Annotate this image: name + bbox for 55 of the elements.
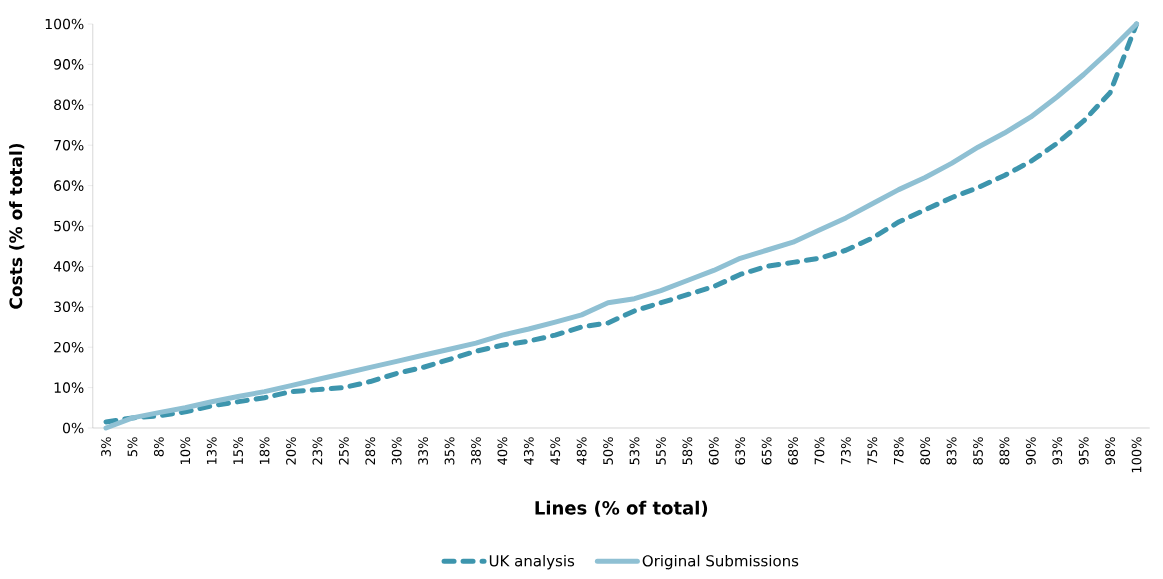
x-tick-label: 68%	[788, 437, 798, 465]
x-tick-label: 93%	[1052, 437, 1063, 465]
y-tick-label: 90%	[54, 59, 84, 70]
x-tick-label: 98%	[1105, 437, 1116, 465]
x-tick-label: 33%	[418, 437, 429, 465]
x-tick-label: 63%	[735, 437, 746, 465]
y-tick-label: 60%	[54, 180, 84, 191]
x-tick-label: 13%	[206, 437, 217, 464]
x-tick-label: 50%	[603, 437, 613, 465]
y-tick-label: 80%	[54, 99, 84, 111]
x-tick-label: 18%	[259, 437, 270, 464]
legend-label: UK analysis	[489, 554, 575, 570]
x-tick-label: 60%	[708, 437, 719, 465]
x-tick-label: 20%	[286, 437, 296, 465]
x-tick-label: 78%	[893, 437, 904, 465]
y-tick-label: 30%	[54, 301, 84, 313]
x-tick-label: 3%	[101, 437, 111, 457]
x-tick-label: 100%	[1131, 437, 1142, 473]
x-tick-label: 70%	[814, 437, 825, 465]
x-tick-label: 73%	[840, 437, 851, 465]
y-tick-label: 20%	[54, 341, 84, 353]
x-tick-label: 95%	[1078, 437, 1089, 465]
x-tick-label: 28%	[365, 437, 376, 465]
x-tick-label: 10%	[180, 437, 191, 464]
x-tick-label: 58%	[682, 437, 693, 465]
x-tick-label: 85%	[973, 437, 983, 465]
x-tick-label: 25%	[338, 437, 349, 465]
x-tick-label: 8%	[153, 437, 164, 457]
x-tick-label: 43%	[523, 437, 534, 465]
x-tick-label: 48%	[576, 437, 587, 465]
x-tick-label: 83%	[946, 437, 957, 465]
y-tick-label: 0%	[62, 422, 84, 434]
x-tick-label: 38%	[471, 437, 481, 465]
x-tick-label: 30%	[391, 437, 402, 465]
x-tick-label: 40%	[497, 437, 508, 465]
x-tick-label: 90%	[1025, 437, 1036, 465]
x-tick-label: 88%	[999, 437, 1010, 465]
y-axis-title: Costs (% of total)	[9, 143, 25, 309]
y-tick-label: 10%	[54, 382, 84, 393]
x-tick-label: 80%	[920, 437, 931, 465]
x-tick-label: 53%	[629, 437, 640, 465]
x-tick-label: 35%	[444, 437, 455, 465]
x-tick-label: 65%	[761, 437, 772, 465]
x-axis-title: Lines (% of total)	[535, 500, 708, 517]
y-tick-label: 100%	[45, 18, 84, 30]
legend-label: Original Submissions	[642, 554, 799, 570]
y-tick-label: 50%	[54, 220, 84, 232]
x-tick-label: 23%	[312, 437, 323, 465]
x-tick-label: 75%	[867, 437, 878, 465]
y-tick-label: 70%	[54, 139, 84, 151]
x-tick-label: 55%	[655, 437, 666, 465]
x-tick-label: 5%	[127, 437, 138, 457]
y-tick-label: 40%	[53, 261, 84, 272]
x-tick-label: 45%	[550, 437, 561, 465]
x-tick-label: 15%	[233, 437, 244, 464]
